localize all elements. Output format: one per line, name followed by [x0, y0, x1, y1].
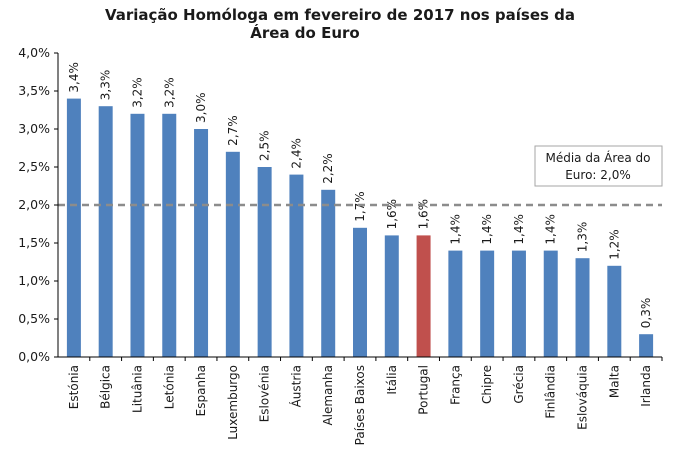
category-label: Alemanha [321, 365, 335, 426]
category-label: Chipre [480, 365, 494, 404]
data-label: 1,4% [512, 214, 526, 245]
bar [289, 174, 304, 357]
bar [162, 113, 177, 357]
category-label: Itália [385, 365, 399, 395]
bar [543, 250, 558, 357]
bar [321, 189, 336, 357]
y-tick-label: 4,0% [18, 45, 50, 60]
y-tick-label: 3,0% [18, 121, 50, 136]
category-label: Grécia [512, 365, 526, 404]
chart-title-line-2: Área do Euro [250, 23, 359, 42]
bar [353, 227, 367, 357]
data-label: 1,7% [353, 191, 367, 222]
bar [480, 250, 495, 357]
bar [225, 151, 240, 357]
x-axis-labels: Estónia Bélgica Lituânia Letónia Espanha Luxe… [67, 357, 663, 445]
average-annotation: Média da Área do Euro: 2,0% [534, 145, 663, 187]
bar [130, 113, 145, 357]
bar [194, 129, 209, 357]
category-label: Bélgica [99, 365, 113, 409]
bar [639, 334, 654, 357]
data-label: 1,3% [576, 222, 590, 253]
data-label: 1,4% [448, 214, 462, 245]
data-label: 2,5% [258, 131, 272, 162]
bar [416, 235, 431, 357]
bar [384, 235, 399, 357]
bar [448, 250, 463, 357]
data-label: 1,4% [480, 214, 494, 245]
category-label: França [448, 365, 462, 405]
y-tick-label: 0,0% [18, 349, 50, 364]
y-tick-label: 0,5% [18, 311, 50, 326]
data-label: 3,2% [162, 77, 176, 108]
bar [607, 265, 622, 357]
data-label: 1,2% [607, 229, 621, 260]
bar [257, 167, 272, 357]
y-tick-label: 3,5% [18, 83, 50, 98]
data-label: 3,3% [99, 70, 113, 100]
data-label: 1,4% [544, 214, 558, 245]
bar [511, 250, 526, 357]
category-label: Espanha [194, 365, 208, 416]
category-label: Finlândia [544, 365, 558, 419]
bar [66, 98, 81, 357]
y-tick-label: 1,5% [18, 235, 50, 250]
data-label: 1,6% [385, 199, 399, 230]
data-label: 2,4% [289, 138, 303, 169]
data-label: 2,7% [226, 115, 240, 146]
category-label: Irlanda [639, 365, 653, 407]
data-label: 1,6% [417, 199, 431, 230]
data-label: 3,2% [130, 77, 144, 108]
average-annotation-line-1: Média da Área do [545, 150, 650, 165]
data-label: 3,4% [67, 62, 81, 93]
bar [98, 106, 113, 357]
category-label: Luxemburgo [226, 365, 240, 440]
bar [575, 258, 590, 357]
data-label: 3,0% [194, 93, 208, 124]
category-label: Malta [607, 365, 621, 398]
category-label: Lituânia [130, 365, 144, 413]
chart-title-line-1: Variação Homóloga em fevereiro de 2017 n… [105, 6, 575, 24]
y-tick-label: 2,5% [18, 159, 50, 174]
average-annotation-line-2: Euro: 2,0% [565, 168, 631, 182]
data-label: 2,2% [321, 153, 335, 184]
bars [66, 98, 654, 357]
category-label: Eslováquia [576, 365, 590, 430]
category-label: Estónia [67, 365, 81, 409]
data-labels: 3,4% 3,3% 3,2% 3,2% 3,0% 2,7% 2,5% 2,4% 2,2% 1,7%… [67, 62, 653, 328]
average-annotation-box [534, 145, 663, 187]
y-tick-label: 1,0% [18, 273, 50, 288]
category-label: Países Baixos [353, 365, 367, 445]
category-label: Áustria [288, 365, 303, 407]
category-label: Portugal [417, 365, 431, 415]
category-label: Eslovénia [258, 365, 272, 422]
data-label: 0,3% [639, 298, 653, 329]
y-axis-ticks: 0,0% 0,5% 1,0% 1,5% 2,0% 2,5% 3,0% 3,5% 4,0% [18, 45, 58, 364]
category-label: Letónia [162, 365, 176, 409]
y-tick-label: 2,0% [18, 197, 50, 212]
